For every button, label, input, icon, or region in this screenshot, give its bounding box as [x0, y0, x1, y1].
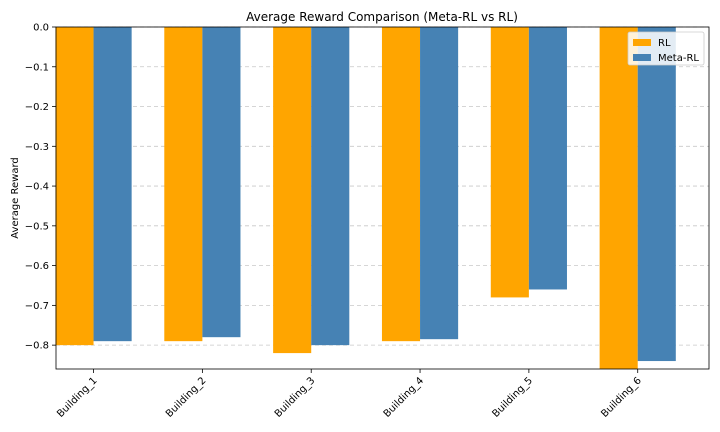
- x-tick-label: Building_2: [164, 375, 209, 420]
- bar-meta-rl-building_5: [528, 27, 567, 290]
- y-tick-label: −0.7: [25, 301, 49, 312]
- y-axis-label: Average Reward: [10, 157, 21, 238]
- legend-label-rl: RL: [658, 38, 671, 49]
- y-tick-label: −0.2: [25, 102, 49, 113]
- y-tick-label: −0.5: [25, 221, 49, 232]
- bar-rl-building_4: [381, 27, 421, 342]
- legend: RL Meta-RL: [627, 31, 705, 66]
- bar-rl-building_6: [599, 27, 638, 369]
- x-tick-label: Building_5: [490, 375, 535, 420]
- x-tick-label: Building_4: [382, 375, 427, 420]
- y-tick-label: 0.0: [33, 23, 49, 34]
- y-axis-ticks: 0.0 −0.1 −0.2 −0.3 −0.4 −0.5 −0.6 −0.7 −0.8: [25, 23, 56, 352]
- x-axis-ticks: Building_1 Building_2 Building_3 Building_4…: [55, 369, 644, 420]
- y-tick-label: −0.4: [25, 182, 49, 193]
- bars-group: [55, 27, 676, 369]
- bar-rl-building_1: [55, 27, 94, 346]
- bar-meta-rl-building_4: [420, 27, 459, 340]
- legend-label-meta-rl: Meta-RL: [658, 53, 699, 64]
- axes: [55, 26, 710, 370]
- legend-swatch-meta-rl: [633, 54, 651, 61]
- bar-rl-building_3: [273, 27, 312, 354]
- plot-frame: [55, 26, 710, 370]
- bar-meta-rl-building_1: [93, 27, 132, 342]
- y-tick-label: −0.6: [25, 261, 49, 272]
- y-tick-label: −0.3: [25, 142, 49, 153]
- chart-title: Average Reward Comparison (Meta-RL vs RL…: [246, 10, 518, 24]
- bar-rl-building_2: [164, 27, 203, 342]
- x-tick-label: Building_3: [273, 375, 318, 420]
- bar-meta-rl-building_3: [311, 27, 350, 346]
- x-tick-label: Building_6: [599, 375, 644, 420]
- y-tick-label: −0.1: [25, 62, 49, 73]
- bar-meta-rl-building_2: [202, 27, 241, 338]
- y-tick-label: −0.8: [25, 341, 49, 352]
- x-tick-label: Building_1: [55, 375, 100, 420]
- legend-swatch-rl: [633, 39, 651, 46]
- bar-rl-building_5: [490, 27, 529, 298]
- bar-meta-rl-building_6: [637, 27, 676, 362]
